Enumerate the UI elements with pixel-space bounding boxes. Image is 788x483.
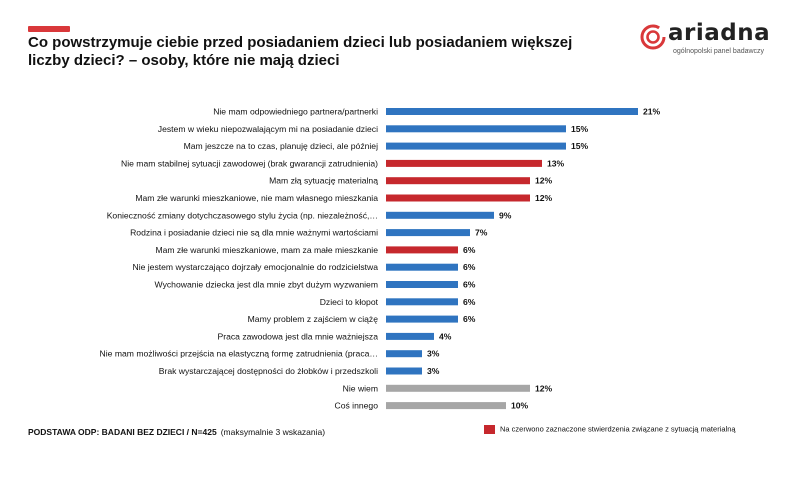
category-label: Dzieci to kłopot	[320, 297, 379, 307]
value-label: 6%	[463, 314, 476, 324]
category-label: Nie mam stabilnej sytuacji zawodowej (br…	[121, 158, 378, 168]
footer-base-text: PODSTAWA ODP: BADANI BEZ DZIECI / N=425	[28, 427, 217, 437]
bar	[386, 332, 434, 340]
value-label: 3%	[427, 366, 440, 376]
footer-note: (maksymalnie 3 wskazania)	[220, 427, 326, 437]
ariadna-logo-icon	[640, 24, 666, 50]
logo-wordmark: ariadna	[668, 20, 771, 46]
bar	[386, 125, 566, 133]
category-label: Mam jeszcze na to czas, planuję dzieci, …	[184, 141, 379, 151]
bar	[386, 246, 458, 254]
bar-chart: Nie mam odpowiedniego partnera/partnerki…	[100, 107, 661, 411]
legend: Na czerwono zaznaczone stwierdzenia zwią…	[484, 424, 736, 436]
accent-bar	[28, 26, 70, 32]
bar	[386, 402, 506, 410]
value-label: 4%	[439, 331, 452, 341]
value-label: 6%	[463, 280, 476, 290]
bar	[386, 384, 530, 392]
bar	[386, 367, 422, 375]
bar	[386, 263, 458, 271]
category-label: Nie jestem wystarczająco dojrzały emocjo…	[132, 262, 378, 272]
category-label: Konieczność zmiany dotychczasowego stylu…	[107, 210, 378, 220]
bar	[386, 159, 542, 167]
bar	[386, 350, 422, 358]
value-label: 3%	[427, 349, 440, 359]
value-label: 9%	[499, 210, 512, 220]
bar	[386, 298, 458, 306]
category-label: Praca zawodowa jest dla mnie ważniejsza	[218, 331, 379, 341]
footer-base: PODSTAWA ODP: BADANI BEZ DZIECI / N=425(…	[28, 427, 325, 437]
bar	[386, 315, 458, 323]
legend-swatch-red	[484, 424, 495, 434]
value-label: 15%	[571, 141, 589, 151]
category-label: Mamy problem z zajściem w ciążę	[248, 314, 379, 324]
category-label: Nie mam odpowiedniego partnera/partnerki	[213, 107, 378, 117]
category-label: Nie wiem	[343, 383, 378, 393]
value-label: 15%	[571, 124, 589, 134]
category-label: Mam złe warunki mieszkaniowe, nie mam wł…	[135, 193, 378, 203]
bar	[386, 281, 458, 288]
value-label: 13%	[547, 158, 565, 168]
legend-label: Na czerwono zaznaczone stwierdzenia zwią…	[500, 424, 736, 434]
category-label: Coś innego	[335, 401, 379, 411]
logo-subtitle: ogólnopolski panel badawczy	[673, 48, 765, 55]
bar	[386, 211, 494, 219]
category-label: Jestem w wieku niepozwalającym mi na pos…	[158, 124, 378, 134]
value-label: 7%	[475, 228, 488, 238]
bar	[386, 194, 530, 202]
chart-title: Co powstrzymuje ciebie przed posiadaniem…	[28, 34, 573, 69]
value-label: 6%	[463, 297, 476, 307]
category-label: Nie mam możliwości przejścia na elastycz…	[100, 349, 378, 359]
category-label: Wychowanie dziecka jest dla mnie zbyt du…	[155, 280, 378, 290]
value-label: 6%	[463, 262, 476, 272]
category-label: Mam złą sytuację materialną	[269, 176, 378, 186]
bar	[386, 229, 470, 237]
category-label: Brak wystarczającej dostępności do żłobk…	[159, 366, 378, 376]
value-label: 21%	[643, 107, 661, 117]
value-label: 12%	[535, 176, 553, 186]
category-label: Mam złe warunki mieszkaniowe, mam za mał…	[155, 245, 378, 255]
bar	[386, 177, 530, 185]
bar	[386, 108, 638, 115]
value-label: 6%	[463, 245, 476, 255]
bar	[386, 142, 566, 150]
value-label: 12%	[535, 383, 553, 393]
value-label: 10%	[511, 401, 529, 411]
category-label: Rodzina i posiadanie dzieci nie są dla m…	[130, 228, 378, 238]
ariadna-logo: ariadna ogólnopolski panel badawczy	[640, 20, 770, 60]
value-label: 12%	[535, 193, 553, 203]
